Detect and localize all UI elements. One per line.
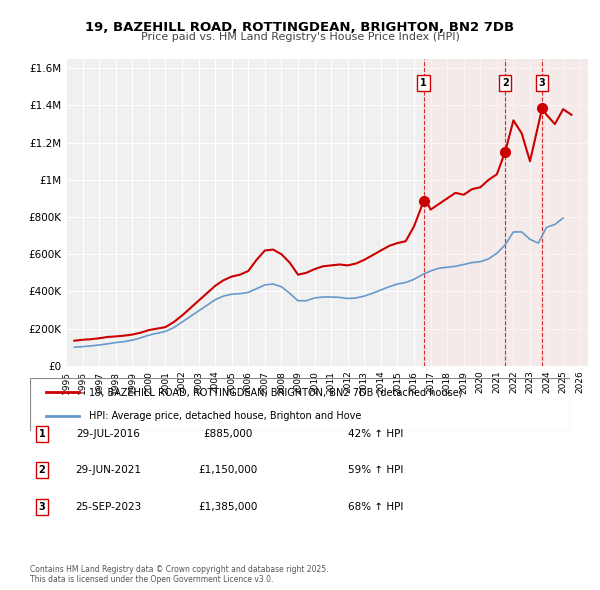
Text: £1,150,000: £1,150,000 — [199, 466, 257, 475]
Text: 68% ↑ HPI: 68% ↑ HPI — [348, 502, 403, 512]
Text: 25-SEP-2023: 25-SEP-2023 — [75, 502, 141, 512]
Text: 1: 1 — [420, 78, 427, 88]
Text: £885,000: £885,000 — [203, 429, 253, 438]
Text: 59% ↑ HPI: 59% ↑ HPI — [348, 466, 403, 475]
Text: 42% ↑ HPI: 42% ↑ HPI — [348, 429, 403, 438]
Text: 29-JUL-2016: 29-JUL-2016 — [76, 429, 140, 438]
Text: 19, BAZEHILL ROAD, ROTTINGDEAN, BRIGHTON, BN2 7DB (detached house): 19, BAZEHILL ROAD, ROTTINGDEAN, BRIGHTON… — [89, 388, 463, 398]
Text: £1,385,000: £1,385,000 — [199, 502, 257, 512]
Text: 29-JUN-2021: 29-JUN-2021 — [75, 466, 141, 475]
Bar — [505, 59, 542, 366]
Text: 3: 3 — [38, 502, 46, 512]
Text: HPI: Average price, detached house, Brighton and Hove: HPI: Average price, detached house, Brig… — [89, 411, 362, 421]
Text: 19, BAZEHILL ROAD, ROTTINGDEAN, BRIGHTON, BN2 7DB: 19, BAZEHILL ROAD, ROTTINGDEAN, BRIGHTON… — [85, 21, 515, 34]
Text: Contains HM Land Registry data © Crown copyright and database right 2025.
This d: Contains HM Land Registry data © Crown c… — [30, 565, 329, 584]
Text: 1: 1 — [38, 429, 46, 438]
Text: 2: 2 — [502, 78, 509, 88]
Text: Price paid vs. HM Land Registry's House Price Index (HPI): Price paid vs. HM Land Registry's House … — [140, 32, 460, 42]
Bar — [424, 59, 505, 366]
Text: 2: 2 — [38, 466, 46, 475]
Text: 3: 3 — [539, 78, 545, 88]
Bar — [542, 59, 588, 366]
